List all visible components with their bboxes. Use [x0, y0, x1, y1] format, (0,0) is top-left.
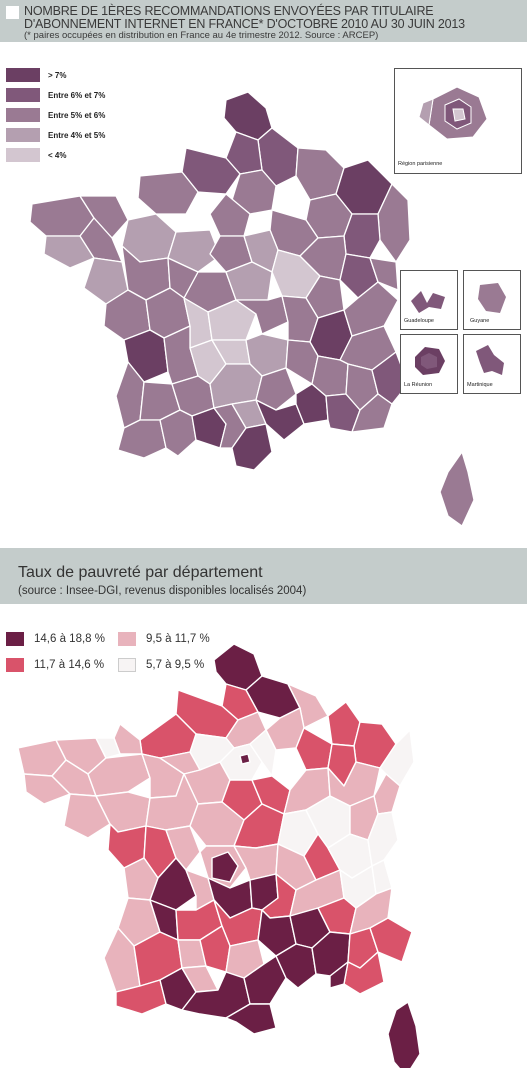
legend-label: Entre 6% et 7% [48, 91, 106, 100]
legend-label: 14,6 à 18,8 % [34, 633, 105, 645]
title-square-icon [6, 6, 19, 19]
guadeloupe-map [411, 291, 445, 313]
inset-label: Guadeloupe [404, 318, 434, 324]
legend-label: 11,7 à 14,6 % [34, 659, 105, 671]
inset-label: Martinique [467, 382, 493, 388]
poverty-title-band: Taux de pauvreté par département (source… [0, 548, 527, 604]
legend-swatch [6, 148, 40, 162]
inset-label: La Réunion [404, 382, 433, 388]
arcep-map-panel: NOMBRE DE 1ÈRES RECOMMANDATIONS ENVOYÉES… [0, 0, 527, 527]
poverty-map-panel: Taux de pauvreté par département (source… [0, 548, 527, 1068]
inset-label: Guyane [470, 318, 490, 324]
legend-swatch [6, 658, 24, 672]
poverty-france-map [17, 643, 421, 1068]
guyane-inset: Guyane [463, 270, 521, 330]
martinique-map [476, 345, 504, 375]
legend-label: Entre 5% et 6% [48, 111, 106, 120]
reunion-inset: La Réunion [400, 334, 458, 394]
reunion-map [415, 347, 445, 375]
arcep-title-line2: D'ABONNEMENT INTERNET EN FRANCE* D'OCTOB… [24, 17, 465, 31]
legend-label: 9,5 à 11,7 % [146, 633, 210, 645]
legend-swatch [6, 68, 40, 82]
legend-label: Entre 4% et 5% [48, 131, 106, 140]
legend-swatch [118, 658, 136, 672]
guadeloupe-inset: Guadeloupe [400, 270, 458, 330]
paris-region-inset: Région parisienne [394, 68, 522, 174]
arcep-title-band: NOMBRE DE 1ÈRES RECOMMANDATIONS ENVOYÉES… [0, 0, 527, 42]
legend-swatch [6, 128, 40, 142]
guyane-map [478, 283, 506, 313]
arcep-france-map [29, 91, 475, 527]
legend-label: < 4% [48, 151, 67, 160]
legend-swatch [6, 632, 24, 646]
legend-swatch [118, 632, 136, 646]
arcep-title-line1: NOMBRE DE 1ÈRES RECOMMANDATIONS ENVOYÉES… [24, 4, 434, 18]
arcep-title-line3: (* paires occupées en distribution en Fr… [24, 30, 379, 41]
inset-label: Région parisienne [398, 161, 443, 167]
martinique-inset: Martinique [463, 334, 521, 394]
legend-swatch [6, 108, 40, 122]
legend-label: > 7% [48, 71, 67, 80]
poverty-subtitle: (source : Insee-DGI, revenus disponibles… [18, 585, 307, 597]
poverty-title: Taux de pauvreté par département [18, 564, 263, 581]
legend-swatch [6, 88, 40, 102]
legend-label: 5,7 à 9,5 % [146, 659, 205, 671]
paris-region-map [418, 86, 488, 140]
